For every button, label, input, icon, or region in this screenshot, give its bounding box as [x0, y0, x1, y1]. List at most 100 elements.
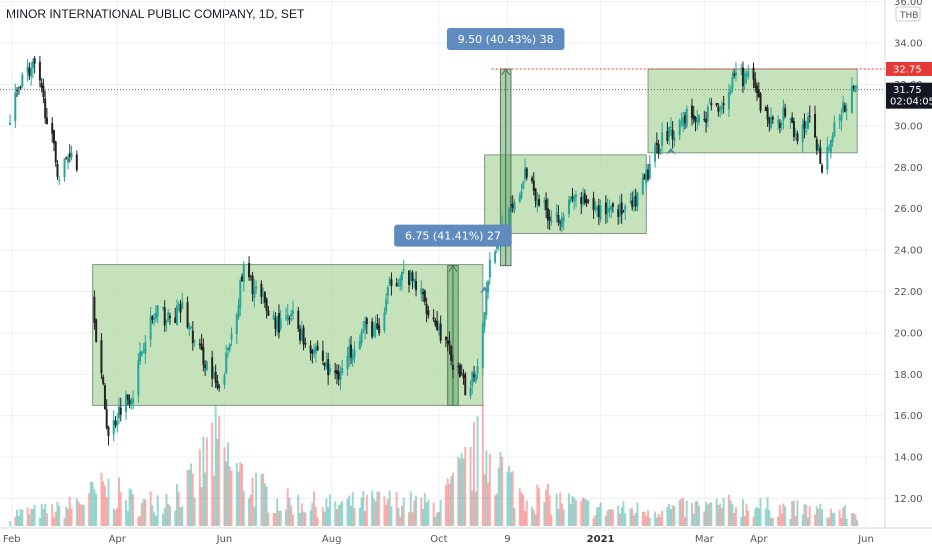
volume-bar: [731, 504, 734, 526]
candle-body: [103, 385, 106, 410]
volume-bar: [297, 494, 300, 526]
volume-bar: [253, 506, 256, 526]
candle-body: [450, 346, 453, 362]
x-tick-label: Mar: [695, 534, 715, 545]
volume-bar: [808, 505, 811, 526]
volume-bar: [573, 497, 576, 526]
volume-bar: [423, 492, 426, 526]
volume-bar: [68, 496, 71, 526]
candle-body: [263, 292, 266, 303]
volume-bar: [722, 497, 725, 526]
candle-body: [752, 67, 755, 80]
candle-body: [44, 98, 47, 118]
volume-bar: [747, 510, 750, 526]
candle-body: [661, 132, 664, 146]
price-tag-red: [886, 61, 932, 76]
volume-bar: [395, 491, 398, 526]
volume-bar: [791, 501, 794, 526]
candle-body: [388, 278, 391, 284]
candle-body: [654, 144, 657, 162]
candle-body: [757, 89, 760, 97]
candle-body: [567, 199, 570, 215]
volume-bar: [792, 500, 795, 526]
candle-body: [139, 351, 142, 362]
candle-body: [165, 319, 168, 323]
candle-body: [759, 93, 762, 111]
volume-bar: [409, 491, 412, 526]
candle-body: [360, 331, 363, 344]
candle-body: [422, 292, 425, 295]
volume-bar: [661, 510, 664, 526]
candle-body: [376, 323, 379, 329]
candle-body: [729, 89, 732, 94]
candle-body: [457, 366, 460, 368]
volume-bar: [483, 474, 486, 526]
volume-bar: [814, 514, 817, 526]
candle-body: [126, 394, 129, 400]
volume-bar: [267, 512, 270, 526]
candle-body: [267, 310, 270, 316]
volume-bar: [741, 499, 744, 526]
candle-body: [747, 71, 750, 78]
volume-bar: [402, 497, 405, 526]
volume-bar: [803, 503, 806, 526]
volume-bar: [226, 442, 229, 526]
candle-body: [634, 195, 637, 207]
volume-bar: [764, 508, 767, 526]
candle-body: [432, 317, 435, 320]
candle-body: [228, 343, 231, 351]
volume-bar: [752, 516, 755, 526]
volume-bar: [636, 502, 639, 526]
candle-body: [596, 207, 599, 210]
candle-body: [488, 259, 491, 278]
volume-bar: [585, 499, 588, 526]
candle-body: [481, 323, 484, 368]
candle-body: [740, 68, 743, 70]
volume-bar: [501, 457, 504, 526]
candle-body: [808, 115, 811, 117]
volume-bar: [302, 511, 305, 526]
candle-body: [460, 372, 463, 374]
candle-body: [666, 131, 669, 141]
volume-bar: [550, 514, 553, 526]
candle-body: [618, 204, 621, 217]
candle-body: [692, 115, 695, 120]
x-tick-label: Jun: [216, 534, 233, 545]
candle-body: [119, 407, 122, 415]
volume-bar: [534, 514, 537, 526]
candle-body: [741, 67, 744, 87]
candle-body: [365, 318, 368, 325]
volume-bar: [690, 503, 693, 526]
candle-body: [174, 317, 177, 323]
volume-bar: [845, 518, 848, 526]
candle-body: [290, 313, 293, 317]
volume-bar: [179, 507, 182, 526]
candle-body: [242, 264, 245, 282]
volume-bar: [624, 513, 627, 526]
candle-body: [826, 146, 829, 170]
volume-bar: [125, 500, 128, 526]
candle-body: [518, 195, 521, 202]
candle-body: [768, 117, 771, 124]
volume-bar: [710, 502, 713, 526]
up-arrow-icon: [479, 286, 490, 294]
candle-body: [311, 350, 314, 355]
volume-bar: [444, 485, 447, 526]
candle-body: [520, 191, 523, 199]
candle-body: [743, 72, 746, 84]
volume-bar: [522, 494, 525, 526]
candle-body: [476, 366, 479, 373]
candle-body: [629, 201, 632, 203]
candle-body: [385, 299, 388, 312]
candle-body: [161, 306, 164, 309]
volume-bar: [668, 503, 671, 526]
volume-bar: [365, 494, 368, 526]
volume-bar: [843, 505, 846, 526]
volume-bar: [385, 504, 388, 526]
candle-body: [337, 371, 340, 380]
volume-bar: [335, 509, 338, 526]
candle-body: [604, 202, 607, 215]
volume-bar: [538, 488, 541, 526]
volume-bar: [16, 509, 19, 526]
volume-bar: [506, 471, 509, 526]
